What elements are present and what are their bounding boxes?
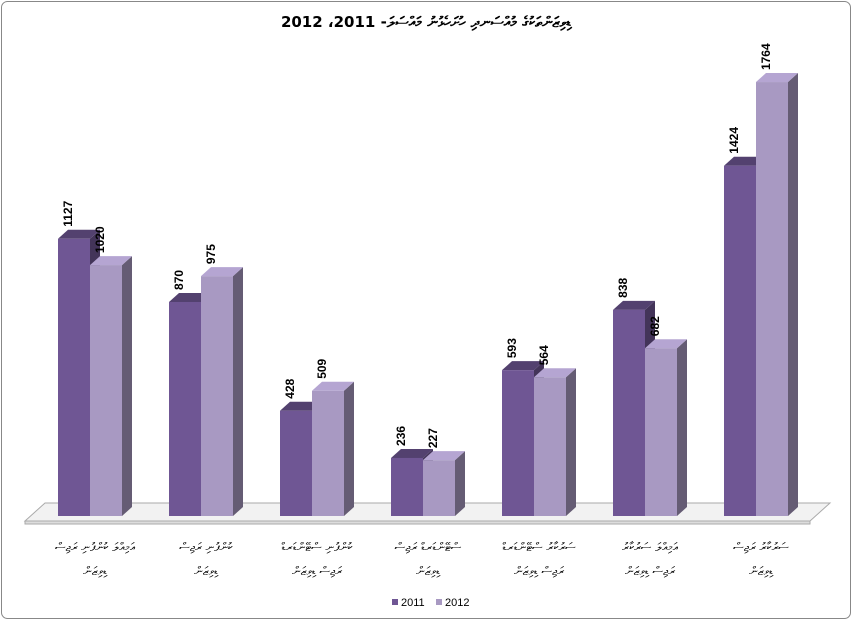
x-tick-label: ސްޓޭންޑަރޑް ރަޖިސް bbox=[395, 540, 462, 554]
data-label: 509 bbox=[315, 358, 329, 378]
data-label: 593 bbox=[505, 338, 519, 358]
bar-top bbox=[280, 401, 322, 411]
bar-top bbox=[534, 368, 576, 378]
x-tick-label: އަމިއްލަ ކުންފުނި ރަޖިސް bbox=[55, 540, 136, 554]
bar bbox=[423, 451, 465, 516]
bar-front bbox=[502, 370, 534, 516]
x-tick-label: ޑިވިޒަން bbox=[194, 564, 219, 578]
data-label: 975 bbox=[204, 244, 218, 264]
bar-front bbox=[613, 309, 645, 516]
bar-top bbox=[423, 451, 465, 461]
x-tick-label: ކުންފުނި ސްޓޭންޑަރޑް bbox=[281, 540, 352, 554]
data-label: 564 bbox=[537, 345, 551, 365]
data-label: 1424 bbox=[727, 127, 741, 154]
data-label: 428 bbox=[283, 378, 297, 398]
bar-top bbox=[90, 256, 132, 266]
x-tick-label: ރަޖިސް ޑިވިޒަން bbox=[514, 564, 564, 578]
bar-side bbox=[455, 451, 465, 516]
bar-front bbox=[58, 238, 90, 516]
bar-front bbox=[645, 348, 677, 516]
bar-top bbox=[312, 381, 354, 391]
bar-side bbox=[566, 368, 576, 516]
x-tick-label: އަމިއްލަ ސަރުކާރު bbox=[622, 540, 679, 554]
x-tick-label: ރަޖިސް ޑިވިޒަން bbox=[292, 564, 342, 578]
data-label: 227 bbox=[426, 428, 440, 448]
bar-top bbox=[724, 156, 766, 166]
bar-front bbox=[312, 390, 344, 516]
bar-top bbox=[391, 448, 433, 458]
bar-front bbox=[169, 301, 201, 516]
x-tick-label: ރަޖިސް ޑިވިޒަން bbox=[625, 564, 675, 578]
bar bbox=[534, 368, 576, 516]
x-tick-label: ޑިވިޒަން bbox=[749, 564, 774, 578]
bar-front bbox=[423, 460, 455, 516]
bar-side bbox=[344, 381, 354, 516]
legend-label: 2011 bbox=[401, 597, 425, 609]
bar-front bbox=[724, 165, 756, 517]
bar-side bbox=[677, 339, 687, 516]
x-tick-label: ޑިވިޒަން bbox=[83, 564, 108, 578]
data-label: 236 bbox=[394, 426, 408, 446]
chart-title: ޑިވިޒަންތަކުގެ މުއްސަނދި ހުށަހެޅުނު މައް… bbox=[281, 13, 573, 31]
bar-side bbox=[233, 267, 243, 516]
bar-top bbox=[645, 339, 687, 349]
bar-front bbox=[534, 377, 566, 516]
x-tick-label: ސަރުކާރު ރަޖިސް bbox=[733, 540, 789, 554]
data-label: 1020 bbox=[93, 226, 107, 253]
data-label: 682 bbox=[648, 316, 662, 336]
bar bbox=[201, 267, 243, 516]
data-label: 1127 bbox=[61, 200, 75, 226]
bar-top bbox=[613, 300, 655, 310]
bar-side bbox=[122, 256, 132, 516]
bar-top bbox=[201, 267, 243, 277]
bar bbox=[90, 256, 132, 516]
bar-top bbox=[502, 361, 544, 371]
bar bbox=[312, 381, 354, 516]
bar-front bbox=[201, 276, 233, 516]
legend-swatch bbox=[436, 599, 442, 605]
bar-top bbox=[169, 292, 211, 302]
bar-front bbox=[90, 265, 122, 516]
bar-front bbox=[391, 457, 423, 516]
bar-top bbox=[756, 73, 798, 83]
bar-side bbox=[788, 73, 798, 516]
bar-top bbox=[58, 229, 100, 239]
data-label: 838 bbox=[616, 278, 630, 298]
bar bbox=[756, 73, 798, 516]
bar bbox=[645, 339, 687, 516]
x-tick-label: ސަރުކާރު ސްޓޭންޑަރޑް bbox=[502, 540, 576, 554]
data-label: 1764 bbox=[759, 43, 773, 70]
x-tick-label: ޑިވިޒަން bbox=[416, 564, 441, 578]
x-tick-label: ކުންފުނި ރަޖިސް bbox=[179, 540, 233, 554]
bar-front bbox=[280, 410, 312, 516]
floor-edge bbox=[24, 520, 811, 525]
data-label: 870 bbox=[172, 270, 186, 290]
bar-front bbox=[756, 82, 788, 516]
legend-label: 2012 bbox=[445, 597, 469, 609]
legend-swatch bbox=[392, 599, 398, 605]
